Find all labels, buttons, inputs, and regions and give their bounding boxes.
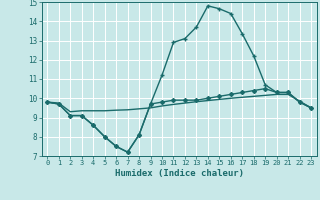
X-axis label: Humidex (Indice chaleur): Humidex (Indice chaleur) [115, 169, 244, 178]
